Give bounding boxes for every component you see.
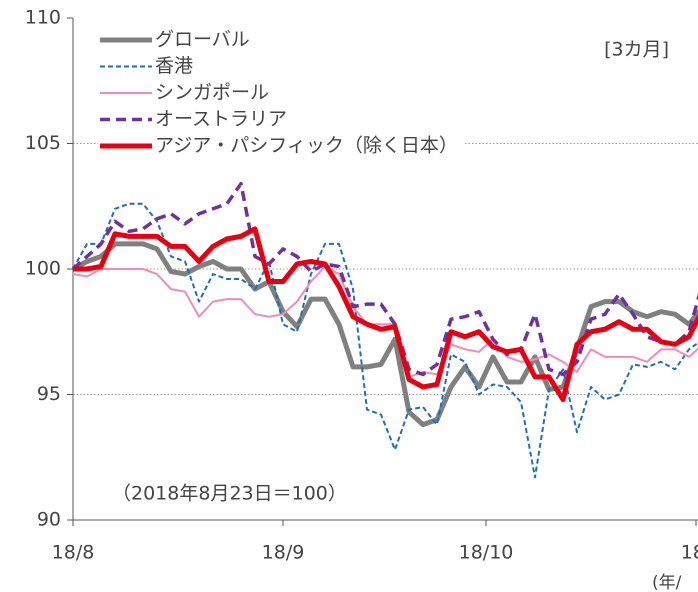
x-tick-label: 18/9	[262, 542, 305, 564]
y-tick-label: 105	[25, 132, 61, 154]
series-line	[72, 202, 698, 479]
legend-label: オーストラリア	[155, 108, 287, 130]
series-line	[71, 241, 698, 428]
x-tick-label: 18/	[681, 542, 698, 564]
legend-bg	[98, 107, 293, 132]
x-tick-label: 18/10	[459, 542, 514, 564]
y-tick-label: 95	[37, 383, 61, 405]
y-tick-label: 90	[37, 509, 61, 531]
annotation: (年/	[652, 573, 682, 592]
legend-label: アジア・パシフィック（除く日本）	[155, 135, 458, 157]
legend-label: シンガポール	[155, 82, 269, 104]
legend-label: グローバル	[155, 29, 250, 51]
x-tick-label: 18/8	[52, 542, 95, 564]
y-tick-label: 100	[25, 258, 61, 280]
annotation: [3カ月]	[604, 39, 669, 61]
legend-label: 香港	[155, 55, 193, 77]
annotation: （2018年8月23日＝100）	[112, 483, 347, 505]
y-tick-label: 110	[25, 7, 61, 29]
series-line	[72, 265, 698, 378]
series-line	[73, 226, 698, 403]
legend-bg	[98, 134, 464, 158]
series-line	[71, 181, 698, 377]
